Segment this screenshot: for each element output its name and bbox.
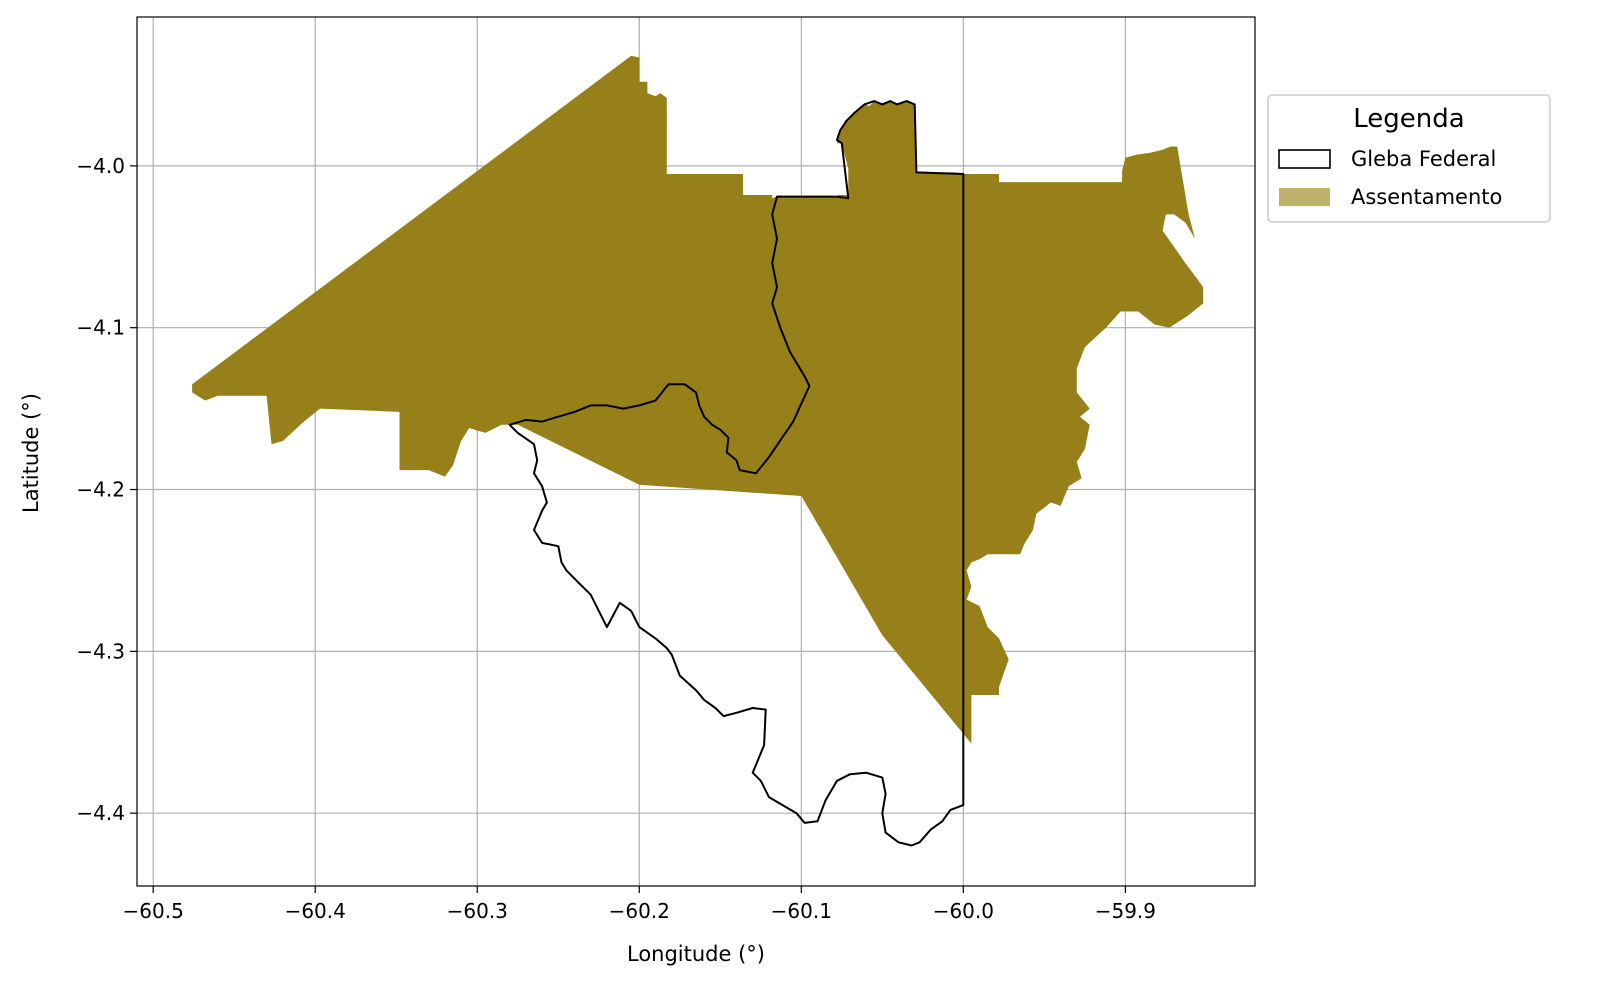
axis-ticks: −60.5 −60.4 −60.3 −60.2 −60.1 −60.0 −59.9 −4.0 −… <box>76 154 1156 923</box>
y-axis-label: Latitude (°) <box>19 393 43 513</box>
map-layers <box>192 55 1204 847</box>
y-tick-label: −4.2 <box>76 478 125 502</box>
legend-title: Legenda <box>1353 104 1464 134</box>
y-tick-label: −4.0 <box>76 154 125 178</box>
x-tick-label: −60.2 <box>609 899 670 923</box>
y-tick-label: −4.3 <box>76 639 125 663</box>
legend-swatch-assentamento <box>1279 188 1330 206</box>
x-axis-label: Longitude (°) <box>627 942 765 966</box>
plot-frame <box>136 16 1256 887</box>
legend-swatch-gleba-federal <box>1278 149 1331 169</box>
x-tick-label: −60.3 <box>447 899 508 923</box>
x-tick-label: −60.5 <box>123 899 184 923</box>
legend-label-gleba-federal: Gleba Federal <box>1351 147 1496 171</box>
legend-label-assentamento: Assentamento <box>1351 185 1502 209</box>
x-tick-label: −60.0 <box>933 899 994 923</box>
gleba-federal-polygon <box>508 100 965 847</box>
y-tick-label: −4.4 <box>76 801 125 825</box>
legend: Legenda Gleba Federal Assentamento <box>1267 94 1551 223</box>
x-tick-label: −60.4 <box>285 899 346 923</box>
legend-frame <box>1267 94 1551 223</box>
plot-area <box>136 16 1256 887</box>
x-tick-label: −59.9 <box>1095 899 1156 923</box>
x-tick-label: −60.1 <box>771 899 832 923</box>
y-tick-label: −4.1 <box>76 316 125 340</box>
